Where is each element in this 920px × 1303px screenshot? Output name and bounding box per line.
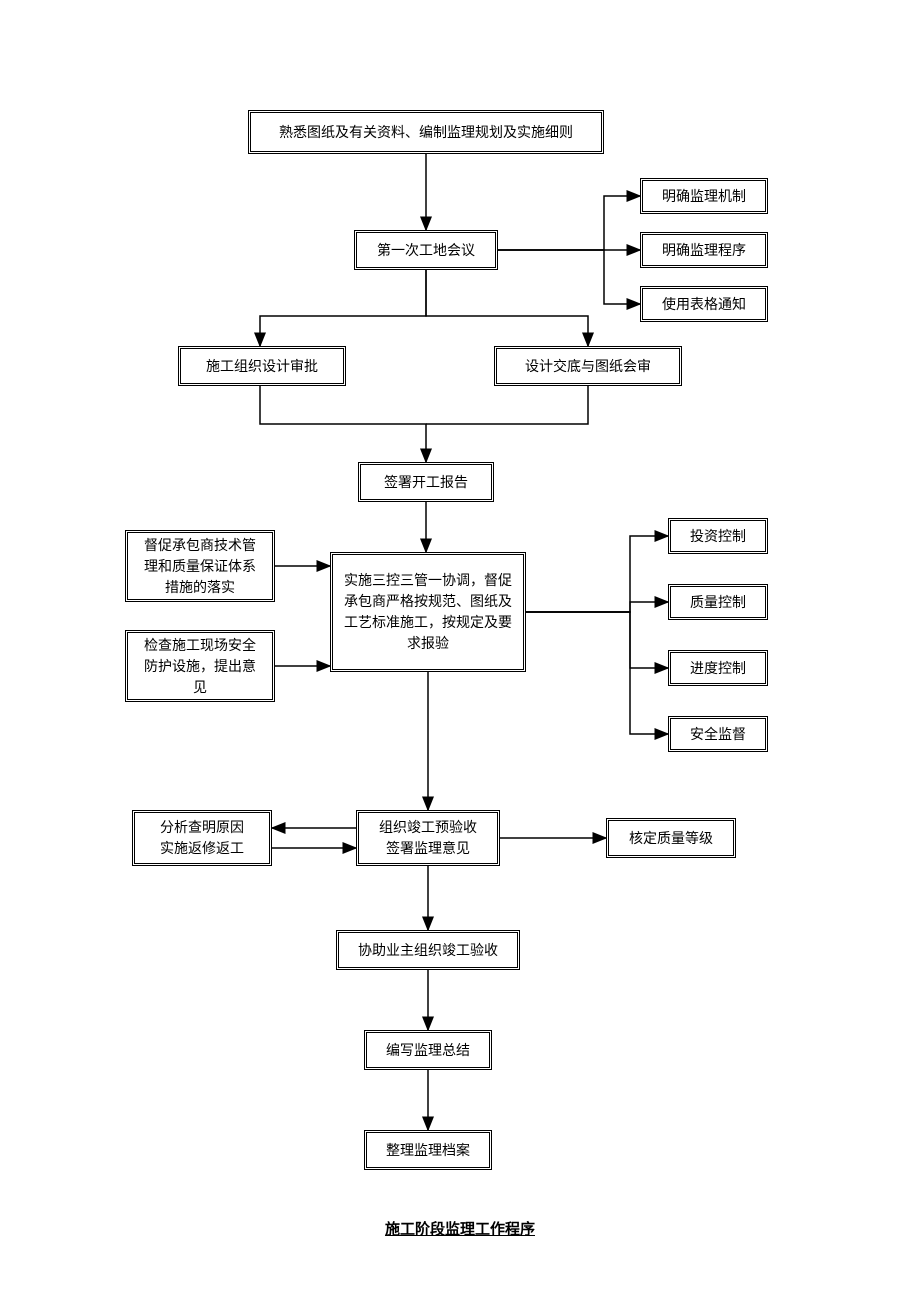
flow-node-n12: 投资控制 — [668, 518, 768, 554]
flow-node-n16: 分析查明原因实施返修返工 — [132, 810, 272, 866]
flow-node-n21: 整理监理档案 — [364, 1130, 492, 1170]
flow-node-n17: 组织竣工预验收签署监理意见 — [356, 810, 500, 866]
flow-node-n9: 督促承包商技术管理和质量保证体系措施的落实 — [125, 530, 275, 602]
flow-node-n10: 检查施工现场安全防护设施，提出意见 — [125, 630, 275, 702]
flow-node-n5: 使用表格通知 — [640, 286, 768, 322]
flow-node-n7: 设计交底与图纸会审 — [494, 346, 682, 386]
flow-node-n19: 协助业主组织竣工验收 — [336, 930, 520, 970]
flow-node-n4: 明确监理程序 — [640, 232, 768, 268]
flow-node-n11: 实施三控三管一协调，督促承包商严格按规范、图纸及工艺标准施工，按规定及要求报验 — [330, 552, 526, 672]
flow-node-n2: 第一次工地会议 — [354, 230, 498, 270]
flow-node-n1: 熟悉图纸及有关资料、编制监理规划及实施细则 — [248, 110, 604, 154]
flow-node-n15: 安全监督 — [668, 716, 768, 752]
flow-node-n18: 核定质量等级 — [606, 818, 736, 858]
diagram-caption: 施工阶段监理工作程序 — [370, 1218, 550, 1239]
flow-node-n6: 施工组织设计审批 — [178, 346, 346, 386]
flow-node-n3: 明确监理机制 — [640, 178, 768, 214]
flow-node-n20: 编写监理总结 — [364, 1030, 492, 1070]
flow-node-n14: 进度控制 — [668, 650, 768, 686]
flow-node-n13: 质量控制 — [668, 584, 768, 620]
flow-node-n8: 签署开工报告 — [358, 462, 494, 502]
